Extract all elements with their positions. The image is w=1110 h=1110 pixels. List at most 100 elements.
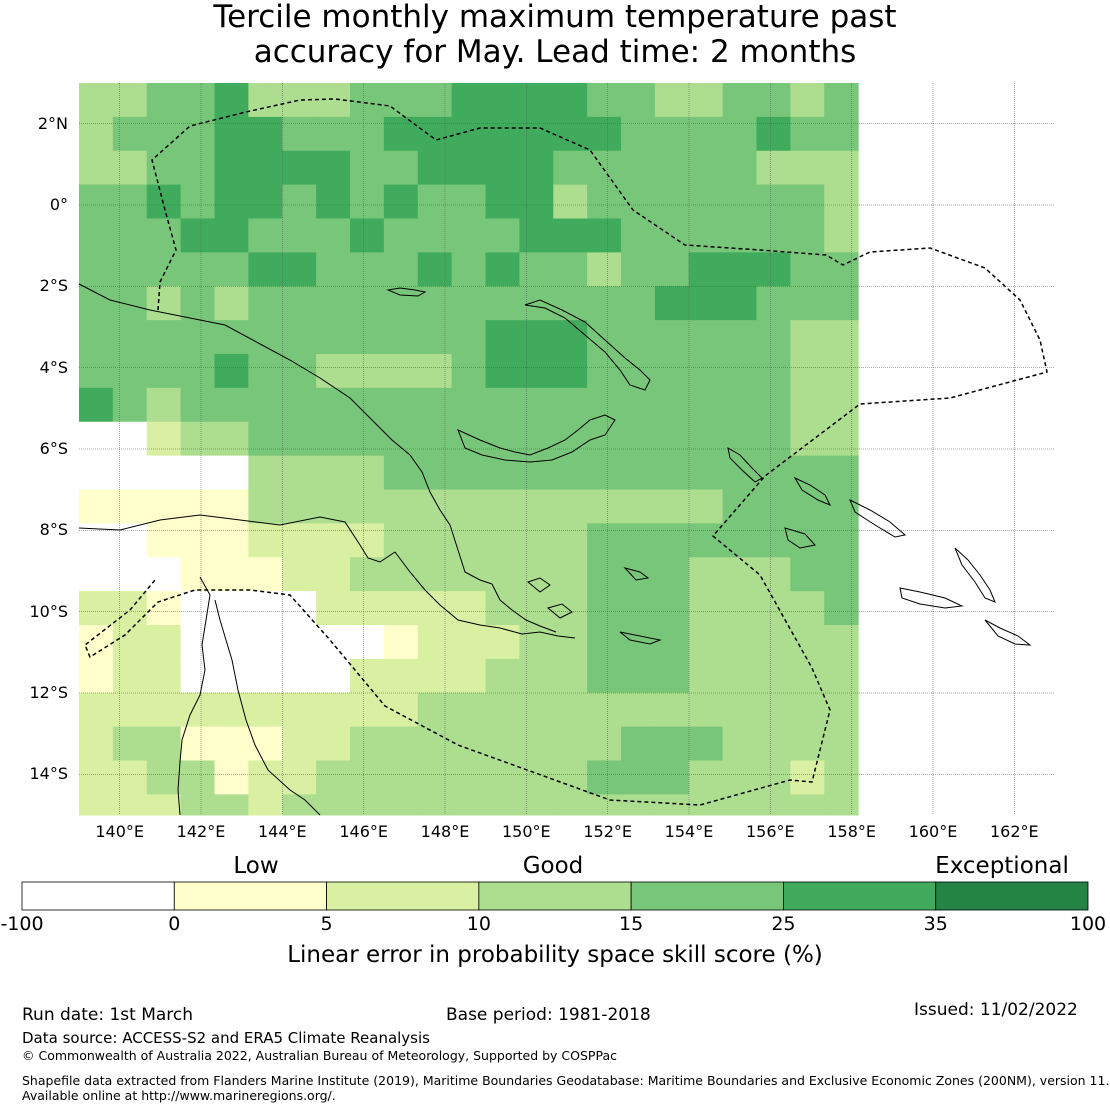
grid-cell: [790, 455, 825, 491]
grid-cell: [790, 658, 825, 694]
grid-cell: [587, 320, 622, 355]
grid-cell: [587, 354, 622, 389]
grid-cell: [146, 760, 182, 795]
latitude-label: 4°S: [39, 357, 68, 377]
grid-cell: [383, 286, 419, 321]
grid-cell: [248, 455, 283, 491]
grid-cell: [316, 489, 351, 524]
grid-cell: [756, 760, 791, 795]
grid-cell: [654, 455, 690, 491]
grid-cell: [350, 455, 385, 491]
grid-cell: [79, 658, 114, 694]
grid-cell: [180, 658, 216, 694]
grid-cell: [688, 523, 724, 558]
grid-cell: [112, 320, 148, 355]
grid-cell: [587, 150, 622, 186]
grid-cell: [350, 658, 385, 694]
grid-cell: [248, 150, 283, 186]
grid-cell: [316, 184, 351, 220]
grid-cell: [350, 726, 385, 762]
grid-cell: [756, 421, 791, 457]
longitude-label: 146°E: [339, 822, 388, 841]
grid-cell: [654, 184, 690, 220]
latitude-label: 12°S: [29, 683, 68, 702]
grid-cell: [79, 692, 114, 728]
grid-cell: [553, 286, 588, 321]
grid-cell: [316, 421, 351, 457]
grid-cell: [180, 489, 216, 524]
grid-cell: [180, 760, 216, 795]
grid-cell: [722, 320, 758, 355]
colorbar-segment: [935, 881, 1089, 911]
grid-cell: [383, 218, 419, 253]
latitude-label: 8°S: [39, 520, 68, 540]
grid-cell: [654, 286, 690, 321]
grid-cell: [383, 184, 419, 220]
grid-cell: [282, 692, 317, 728]
grid-cell: [519, 354, 554, 389]
grid-cell: [519, 760, 554, 795]
grid-cell: [451, 794, 487, 816]
grid-cell: [621, 692, 656, 728]
grid-cell: [316, 726, 351, 762]
colorbar-tick-label: 100: [1069, 913, 1107, 935]
grid-cell: [146, 658, 182, 694]
grid-cell: [824, 116, 859, 152]
grid-cell: [248, 252, 283, 287]
grid-cell: [180, 726, 216, 762]
grid-cell: [756, 489, 791, 524]
grid-cell: [112, 692, 148, 728]
grid-cell: [112, 252, 148, 287]
grid-cell: [824, 455, 859, 491]
grid-cell: [654, 523, 690, 558]
grid-cell: [790, 150, 825, 186]
grid-cell: [79, 354, 114, 389]
grid-cell: [553, 760, 588, 795]
copyright: © Commonwealth of Australia 2022, Austra…: [22, 1048, 617, 1063]
grid-cell: [417, 591, 453, 626]
grid-cell: [485, 354, 520, 389]
grid-cell: [383, 591, 419, 626]
grid-cell: [519, 794, 554, 816]
grid-cell: [722, 591, 758, 626]
grid-cell: [722, 455, 758, 491]
grid-cell: [79, 455, 114, 491]
grid-cell: [621, 658, 656, 694]
grid-cell: [621, 760, 656, 795]
grid-cell: [654, 692, 690, 728]
grid-cell: [112, 455, 148, 491]
malaita: [954, 547, 996, 603]
grid-cell: [383, 252, 419, 287]
grid-cell: [654, 354, 690, 389]
grid-cell: [722, 421, 758, 457]
grid-cell: [417, 658, 453, 694]
grid-cell: [790, 421, 825, 457]
grid-cell: [146, 184, 182, 220]
grid-cell: [688, 184, 724, 220]
grid-cell: [756, 83, 791, 118]
makira: [984, 619, 1032, 646]
grid-cell: [282, 557, 317, 592]
grid-cell: [824, 557, 859, 592]
grid-cell: [79, 252, 114, 287]
grid-cell: [688, 286, 724, 321]
grid-cell: [654, 658, 690, 694]
latitude-label: 6°S: [39, 439, 68, 458]
latitude-label: 14°S: [29, 764, 68, 784]
grid-cell: [214, 421, 249, 457]
grid-cell: [654, 489, 690, 524]
grid-cell: [248, 726, 283, 762]
grid-cell: [417, 523, 453, 558]
grid-cell: [553, 252, 588, 287]
category-good: Good: [522, 853, 584, 879]
grid-cell: [451, 523, 487, 558]
grid-cell: [180, 218, 216, 253]
grid-cell: [621, 286, 656, 321]
grid-cell: [654, 116, 690, 152]
grid-cell: [214, 252, 249, 287]
grid-cell: [756, 252, 791, 287]
grid-cell: [587, 523, 622, 558]
colorbar: [21, 881, 1089, 911]
grid-cell: [417, 116, 453, 152]
latitude-label: 0°: [49, 195, 68, 214]
